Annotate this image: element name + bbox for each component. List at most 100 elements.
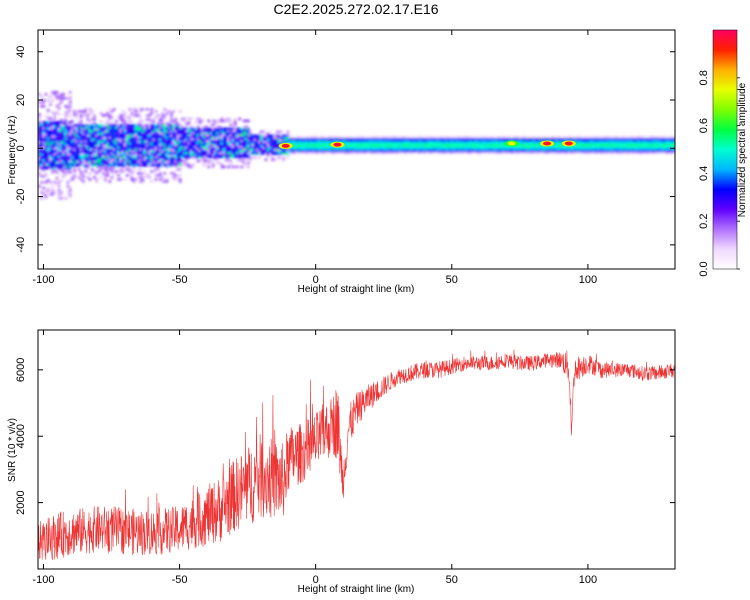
heatmap-cell <box>396 145 400 149</box>
heatmap-cell <box>196 159 200 163</box>
heatmap-cell <box>332 139 336 143</box>
heatmap-cell <box>55 153 59 156</box>
heatmap-cell <box>337 135 340 139</box>
heatmap-cell <box>332 149 336 153</box>
colorbar-label: Normalized spectral amplitude <box>737 82 748 217</box>
heatmap-cell <box>203 159 206 163</box>
heatmap-cell <box>376 135 380 139</box>
heatmap-cell <box>249 142 252 145</box>
heatmap-cell <box>139 144 142 147</box>
heatmap-cell <box>205 131 208 135</box>
heatmap-cell <box>449 137 453 141</box>
heatmap-cell <box>473 137 477 141</box>
heatmap-cell <box>449 145 453 149</box>
heatmap-hotspot <box>281 143 290 148</box>
heatmap-cell <box>84 162 87 165</box>
heatmap-cell <box>130 130 134 133</box>
heatmap-cell <box>218 161 222 165</box>
heatmap-cell <box>112 124 116 127</box>
heatmap-cell <box>229 159 233 163</box>
heatmap-cell <box>585 149 589 153</box>
heatmap-cell <box>229 153 233 157</box>
heatmap-cell <box>225 139 228 143</box>
heatmap-cell <box>73 150 76 153</box>
heatmap-cell <box>159 132 162 135</box>
heatmap-cell <box>183 131 186 135</box>
heatmap-cell <box>44 145 48 148</box>
heatmap-cell <box>271 138 274 141</box>
heatmap-cell <box>86 154 90 157</box>
heatmap-cell <box>662 139 666 143</box>
heatmap-cell <box>203 151 206 155</box>
heatmap-cell <box>123 148 127 151</box>
heatmap-cell <box>273 158 277 161</box>
heatmap-cell <box>612 135 615 139</box>
heatmap-cell <box>181 159 184 163</box>
heatmap-cell <box>247 119 250 123</box>
heatmap-cell <box>49 143 52 146</box>
heatmap-cell <box>68 145 72 148</box>
heatmap-cell <box>185 133 189 137</box>
heatmap-cell <box>62 167 65 170</box>
heatmap-cell <box>645 143 648 147</box>
heatmap-cell <box>583 139 587 143</box>
heatmap-cell <box>484 151 488 155</box>
heatmap-cell <box>42 129 46 132</box>
heatmap-cell <box>627 139 631 143</box>
heatmap-cell <box>104 178 107 181</box>
heatmap-cell <box>110 128 114 131</box>
heatmap-cell <box>614 139 618 143</box>
heatmap-cell <box>535 151 538 155</box>
heatmap-cell <box>438 143 442 147</box>
heatmap-cell <box>161 156 164 159</box>
heatmap-cell <box>409 143 413 147</box>
heatmap-cell <box>493 141 497 145</box>
heatmap-cell <box>401 143 404 147</box>
heatmap-cell <box>172 120 175 123</box>
heatmap-cell <box>445 135 448 139</box>
heatmap-cell <box>86 142 90 145</box>
heatmap-cell <box>176 140 180 143</box>
heatmap-cell <box>176 162 180 165</box>
heatmap-cell <box>660 135 664 139</box>
heatmap-cell <box>156 160 160 163</box>
heatmap-cell <box>667 137 670 141</box>
heatmap-cell <box>40 149 43 152</box>
heatmap-cell <box>192 157 195 161</box>
heatmap-cell <box>462 151 466 155</box>
heatmap-cell <box>227 153 230 157</box>
heatmap-cell <box>165 138 169 141</box>
heatmap-cell <box>104 130 107 133</box>
heatmap-cell <box>214 133 217 137</box>
heatmap-cell <box>231 153 235 157</box>
heatmap-cell <box>88 142 92 145</box>
heatmap-cell <box>66 125 70 128</box>
heatmap-cell <box>68 107 72 110</box>
heatmap-cell <box>495 135 499 139</box>
heatmap-cell <box>632 151 635 155</box>
heatmap-cell <box>134 144 138 147</box>
spectrogram-x-tick-label: 50 <box>446 274 458 286</box>
heatmap-cell <box>44 137 48 140</box>
heatmap-cell <box>462 135 466 139</box>
heatmap-cell <box>178 180 182 183</box>
heatmap-cell <box>297 151 301 155</box>
heatmap-cell <box>51 157 54 160</box>
heatmap-cell <box>121 126 125 129</box>
heatmap-cell <box>621 149 624 153</box>
heatmap-cell <box>194 133 197 137</box>
heatmap-cell <box>607 139 611 143</box>
heatmap-cell <box>196 139 200 143</box>
heatmap-cell <box>44 181 48 184</box>
heatmap-cell <box>445 147 448 151</box>
heatmap-cell <box>473 135 477 139</box>
heatmap-cell <box>64 123 68 126</box>
heatmap-cell <box>163 132 167 135</box>
heatmap-cell <box>544 147 547 151</box>
heatmap-cell <box>99 160 103 163</box>
heatmap-cell <box>64 135 68 138</box>
heatmap-cell <box>346 139 349 143</box>
heatmap-cell <box>297 145 301 149</box>
heatmap-cell <box>104 180 107 183</box>
heatmap-cell <box>236 139 239 143</box>
